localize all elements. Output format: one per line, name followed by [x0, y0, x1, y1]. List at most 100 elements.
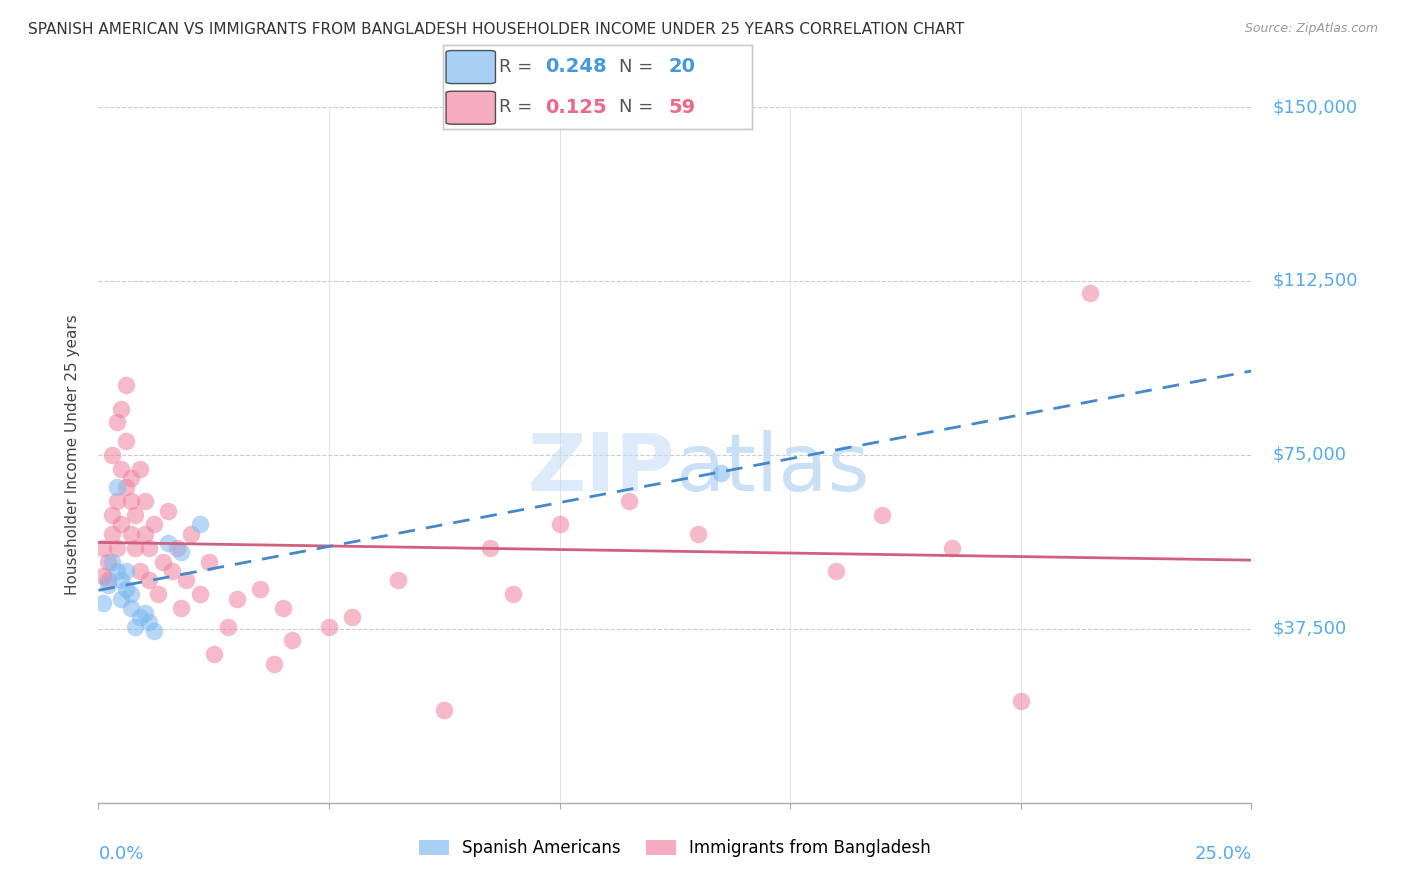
Text: 25.0%: 25.0%: [1194, 845, 1251, 863]
Text: 0.125: 0.125: [546, 98, 606, 117]
Point: [1010, 694, 1032, 708]
Point: [138, 573, 160, 587]
Point: [115, 564, 138, 578]
Text: $150,000: $150,000: [1272, 98, 1358, 116]
Point: [198, 555, 221, 569]
Point: [101, 526, 124, 541]
Point: [97, 578, 120, 592]
Point: [225, 591, 247, 606]
Point: [160, 564, 183, 578]
Point: [318, 619, 340, 633]
Point: [174, 573, 197, 587]
Text: N =: N =: [619, 58, 659, 76]
Point: [105, 416, 128, 430]
Text: $75,000: $75,000: [1272, 446, 1347, 464]
FancyBboxPatch shape: [446, 91, 495, 124]
Text: 0.248: 0.248: [546, 57, 606, 76]
Point: [105, 480, 128, 494]
Point: [101, 448, 124, 462]
Point: [115, 378, 138, 392]
Point: [156, 503, 179, 517]
Point: [91, 568, 114, 582]
Point: [120, 587, 142, 601]
Point: [202, 648, 225, 662]
Point: [110, 573, 132, 587]
Point: [124, 619, 146, 633]
Point: [188, 517, 211, 532]
Point: [134, 606, 156, 620]
Text: 0.0%: 0.0%: [98, 845, 143, 863]
Point: [188, 587, 211, 601]
Point: [617, 494, 640, 508]
Point: [124, 508, 146, 523]
Point: [115, 480, 138, 494]
Point: [249, 582, 271, 597]
Legend: Spanish Americans, Immigrants from Bangladesh: Spanish Americans, Immigrants from Bangl…: [412, 833, 938, 864]
Point: [120, 601, 142, 615]
Point: [97, 555, 120, 569]
FancyBboxPatch shape: [446, 51, 495, 84]
Point: [502, 587, 524, 601]
Point: [1078, 285, 1101, 300]
Point: [281, 633, 304, 648]
Point: [105, 564, 128, 578]
Point: [170, 545, 193, 559]
Point: [170, 601, 193, 615]
Point: [129, 610, 152, 624]
Point: [91, 596, 114, 610]
Point: [387, 573, 409, 587]
Text: SPANISH AMERICAN VS IMMIGRANTS FROM BANGLADESH HOUSEHOLDER INCOME UNDER 25 YEARS: SPANISH AMERICAN VS IMMIGRANTS FROM BANG…: [28, 22, 965, 37]
Point: [124, 541, 146, 555]
Text: N =: N =: [619, 98, 659, 116]
Point: [479, 541, 502, 555]
Point: [120, 471, 142, 485]
Point: [105, 541, 128, 555]
Point: [110, 462, 132, 476]
Text: 20: 20: [669, 57, 696, 76]
Text: $37,500: $37,500: [1272, 620, 1347, 638]
Point: [142, 517, 165, 532]
Point: [91, 541, 114, 555]
Text: R =: R =: [499, 98, 537, 116]
Point: [110, 591, 132, 606]
Text: ZIP: ZIP: [527, 430, 675, 508]
Point: [548, 517, 571, 532]
Text: 59: 59: [669, 98, 696, 117]
Point: [120, 526, 142, 541]
Point: [180, 526, 202, 541]
Point: [101, 555, 124, 569]
Point: [217, 619, 239, 633]
Point: [142, 624, 165, 639]
Point: [97, 573, 120, 587]
Point: [941, 541, 963, 555]
Point: [110, 517, 132, 532]
Text: Source: ZipAtlas.com: Source: ZipAtlas.com: [1244, 22, 1378, 36]
Point: [115, 582, 138, 597]
Point: [120, 494, 142, 508]
Point: [134, 494, 156, 508]
Point: [105, 494, 128, 508]
Point: [115, 434, 138, 448]
Point: [686, 526, 709, 541]
Point: [134, 526, 156, 541]
Point: [152, 555, 174, 569]
Point: [433, 703, 456, 717]
Text: atlas: atlas: [675, 430, 869, 508]
Point: [156, 536, 179, 550]
Point: [110, 401, 132, 416]
Point: [340, 610, 363, 624]
Point: [101, 508, 124, 523]
Point: [138, 615, 160, 629]
Point: [872, 508, 894, 523]
Point: [166, 541, 188, 555]
Point: [138, 541, 160, 555]
Point: [129, 462, 152, 476]
Y-axis label: Householder Income Under 25 years: Householder Income Under 25 years: [65, 315, 80, 595]
Text: $112,500: $112,500: [1272, 272, 1358, 290]
Point: [148, 587, 170, 601]
Point: [825, 564, 848, 578]
Point: [263, 657, 285, 671]
Point: [129, 564, 152, 578]
Point: [271, 601, 294, 615]
Text: R =: R =: [499, 58, 537, 76]
